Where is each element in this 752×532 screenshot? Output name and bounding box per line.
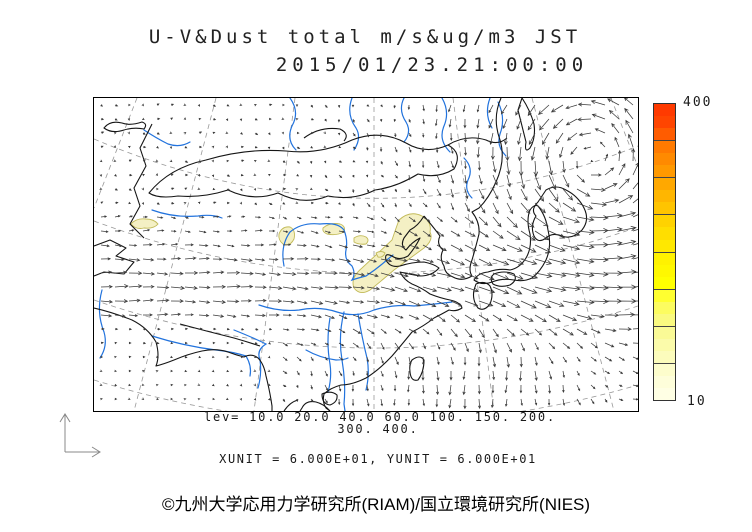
colorbar-max-label: 400 (683, 95, 713, 110)
colorbar-segment (654, 350, 675, 363)
map-canvas (94, 98, 638, 411)
colorbar-segment (654, 104, 675, 117)
contour-levels-line2: 300. 400. (337, 422, 419, 436)
colorbar-min-label: 10 (687, 394, 707, 409)
colorbar-segment (654, 376, 675, 389)
colorbar-segment (654, 140, 675, 154)
colorbar-segment (654, 153, 675, 166)
colorbar-segment (654, 362, 675, 377)
colorbar-segment (654, 338, 675, 351)
colorbar-segment (654, 264, 675, 277)
colorbar-segment (654, 288, 675, 302)
colorbar-segment (654, 239, 675, 252)
contour-levels-line1: lev= 10.0 20.0 40.0 60.0 100. 150. 200. (204, 410, 556, 424)
vector-units-label: XUNIT = 6.000E+01, YUNIT = 6.000E+01 (219, 452, 537, 466)
colorbar-segment (654, 325, 675, 339)
colorbar-segment (654, 276, 675, 289)
colorbar-segment (654, 313, 675, 326)
map-panel (93, 97, 639, 412)
colorbar-segment (654, 301, 675, 314)
colorbar (653, 103, 676, 401)
colorbar-segment (654, 214, 675, 228)
colorbar-segment (654, 190, 675, 203)
colorbar-segment (654, 251, 675, 265)
plot-title: U-V&Dust total m/s&ug/m3 JST (148, 26, 582, 48)
colorbar-segment (654, 128, 675, 141)
colorbar-segment (654, 202, 675, 215)
axis-arrows-icon (59, 413, 101, 458)
colorbar-segment (654, 177, 675, 191)
colorbar-segment (654, 116, 675, 129)
copyright-text: ©九州大学応用力学研究所(RIAM)/国立環境研究所(NIES) (161, 495, 591, 514)
colorbar-segment (654, 165, 675, 178)
plot-datetime: 2015/01/23.21:00:00 (275, 54, 589, 76)
colorbar-segment (654, 227, 675, 240)
colorbar-segment (654, 388, 675, 401)
